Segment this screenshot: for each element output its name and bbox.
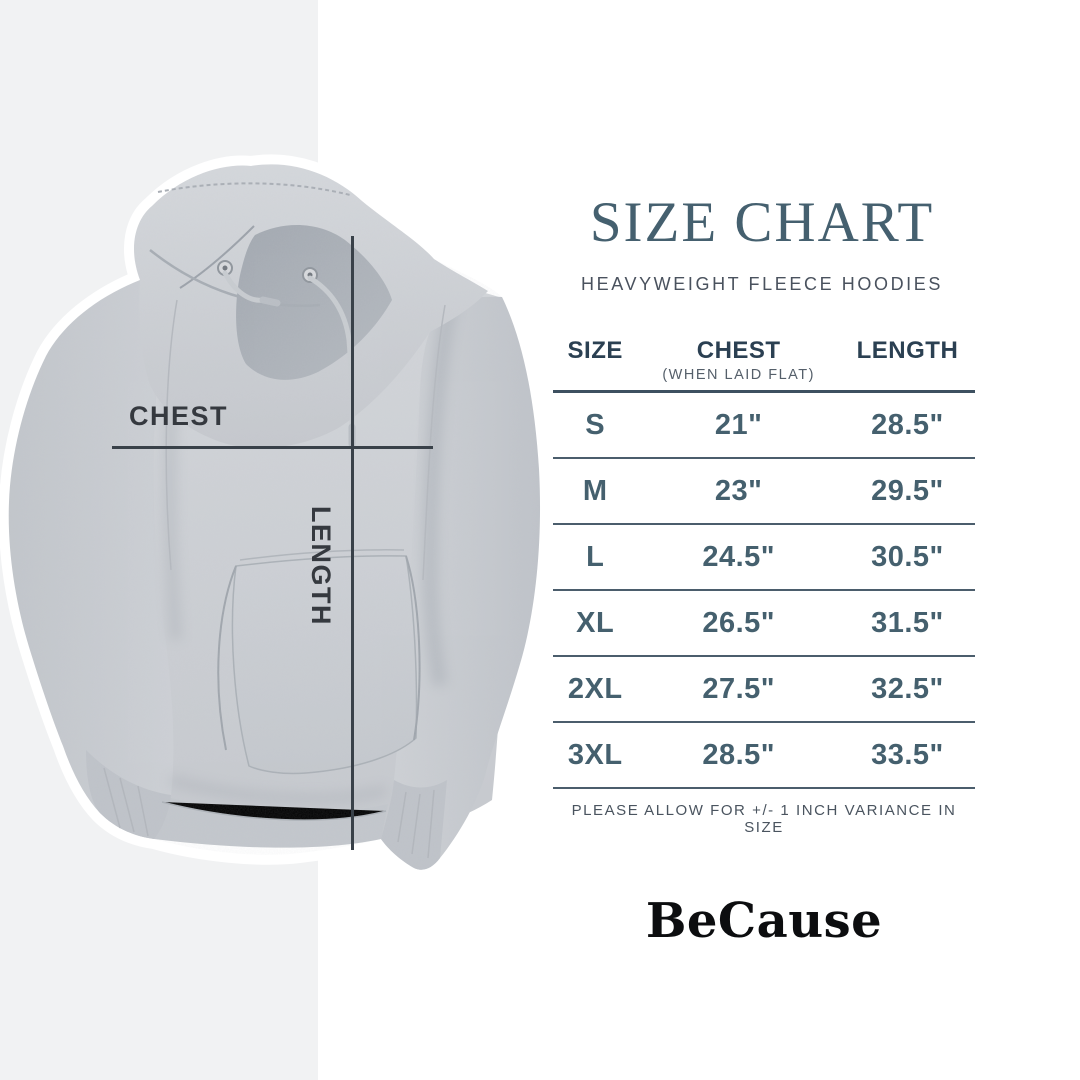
size-cell: M — [582, 474, 608, 507]
length-cell: 33.5" — [871, 738, 944, 771]
length-cell: 31.5" — [871, 606, 944, 639]
chest-measure-line — [112, 446, 433, 449]
chest-cell: 21" — [714, 408, 763, 441]
size-cell: 3XL — [567, 738, 623, 771]
col-subheader-chest: (WHEN LAID FLAT) — [662, 367, 815, 383]
size-cell: S — [585, 408, 606, 441]
size-cell: L — [586, 540, 605, 573]
variance-note: PLEASE ALLOW FOR +/- 1 INCH VARIANCE IN … — [571, 802, 957, 836]
table-row: L 24.5" 30.5" — [553, 525, 975, 591]
length-cell: 30.5" — [871, 540, 944, 573]
chest-cell: 28.5" — [702, 738, 776, 771]
table-row: 3XL 28.5" 33.5" — [553, 723, 975, 789]
length-measure-line — [351, 236, 354, 850]
length-cell: 32.5" — [871, 672, 944, 705]
length-cell: 29.5" — [871, 474, 944, 507]
chest-measure-label: CHEST — [129, 401, 229, 431]
size-cell: XL — [576, 606, 615, 639]
chest-cell: 26.5" — [702, 606, 776, 639]
hoodie-illustration — [0, 140, 560, 900]
brand-logo: BeCause — [645, 893, 883, 949]
table-row: S 21" 28.5" — [553, 393, 975, 459]
table-row: 2XL 27.5" 32.5" — [553, 657, 975, 723]
page-subtitle: HEAVYWEIGHT FLEECE HOODIES — [581, 274, 943, 294]
table-row: M 23" 29.5" — [553, 459, 975, 525]
length-cell: 28.5" — [871, 408, 944, 441]
page-title: SIZE CHART — [589, 191, 935, 254]
chest-cell: 27.5" — [702, 672, 776, 705]
col-header-size: SIZE — [567, 337, 623, 364]
col-header-length: LENGTH — [856, 337, 959, 364]
table-row: XL 26.5" 31.5" — [553, 591, 975, 657]
col-header-chest: CHEST — [696, 337, 781, 364]
chest-cell: 24.5" — [702, 540, 776, 573]
size-chart-table: SIZE CHEST LENGTH (WHEN LAID FLAT) S 21"… — [553, 336, 975, 836]
chest-cell: 23" — [714, 474, 763, 507]
length-measure-label: LENGTH — [306, 506, 336, 626]
heather-texture — [8, 164, 541, 870]
table-header: SIZE CHEST LENGTH (WHEN LAID FLAT) — [553, 336, 975, 393]
size-cell: 2XL — [567, 672, 623, 705]
